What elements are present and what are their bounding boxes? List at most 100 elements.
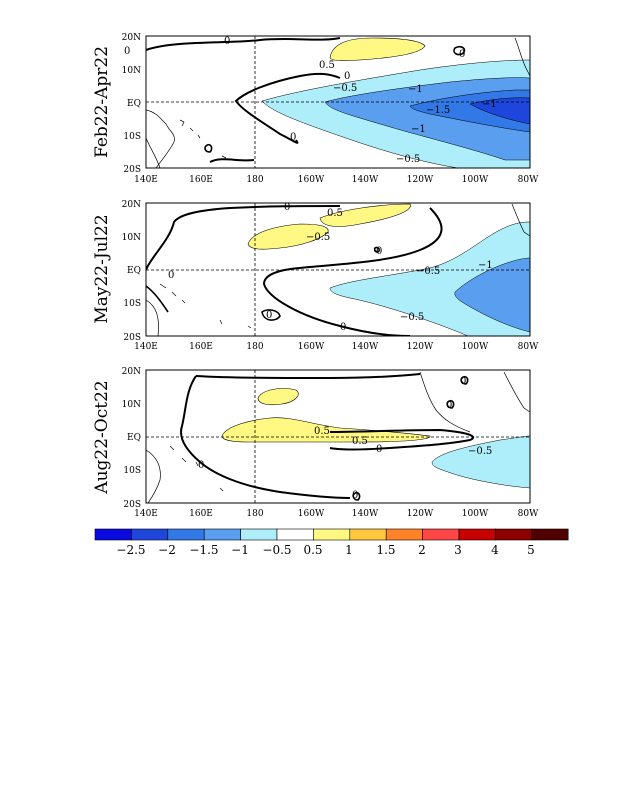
y-axis-ticks: 20N 10N EQ 10S 20S (122, 200, 141, 343)
colorbar-label: −2.5 (116, 543, 145, 557)
x-tick: 180 (246, 509, 263, 519)
x-tick: 160E (189, 509, 213, 519)
y-tick: EQ (127, 266, 141, 276)
negative-anomaly-area-1 (454, 257, 530, 333)
y-axis-ticks: 20N 10N EQ 10S 20S (122, 33, 141, 175)
x-tick: 140W (352, 342, 379, 352)
colorbar-label: 4 (491, 543, 499, 557)
contour-label: −1 (478, 260, 493, 271)
colorbar-swatch (495, 528, 533, 541)
x-tick: 120W (407, 175, 434, 185)
panel-2: May22-Jul22 0.5 −0.5 (92, 200, 539, 352)
panel-3: Aug22-Oct22 0.5 0.5 (92, 367, 539, 519)
contour-label: 0 (290, 132, 296, 143)
panel-map-area (146, 36, 530, 168)
colorbar-label: 0.5 (303, 543, 322, 557)
y-tick: 20S (123, 165, 141, 175)
colorbar-swatch (531, 528, 569, 541)
colorbar-labels: −2.5 −2 −1.5 −1 −0.5 0.5 1 1.5 2 3 4 5 (116, 543, 534, 557)
contour-label: −0.5 (396, 154, 420, 165)
contour-label: 0 (284, 202, 290, 213)
colorbar-label: 1.5 (376, 543, 395, 557)
colorbar-swatch (94, 528, 132, 541)
negative-anomaly-area-05 (431, 435, 530, 489)
contour-label: −0.5 (468, 446, 492, 457)
contour-label: 0 (376, 444, 382, 455)
contour-label: 0 (168, 270, 174, 281)
contour-label: 0.5 (314, 426, 330, 437)
contour-label: −1 (411, 124, 426, 135)
colorbar-label: 2 (418, 543, 426, 557)
x-tick: 80W (518, 342, 539, 352)
y-tick: 10S (123, 299, 141, 309)
x-axis-ticks: 140E 160E 180 160W 140W 120W 100W 80W (134, 175, 539, 185)
y-tick: 10S (123, 466, 141, 476)
panel-title: Feb22-Apr22 (92, 46, 112, 158)
x-tick: 180 (246, 342, 263, 352)
colorbar-label: 3 (454, 543, 462, 557)
x-axis-ticks: 140E 160E 180 160W 140W 120W 100W 80W (134, 509, 539, 519)
panel-map-area (146, 370, 530, 503)
colorbar-label: −1 (231, 543, 249, 557)
contour-label: 0 (266, 310, 272, 321)
y-tick: 20N (122, 367, 141, 377)
contour-label: −1.5 (426, 105, 450, 116)
colorbar-label: 5 (527, 543, 535, 557)
contour-label: −0.5 (400, 312, 424, 323)
contour-label: 0 (460, 376, 466, 387)
colorbar-swatch (422, 528, 460, 541)
x-axis-ticks: 140E 160E 180 160W 140W 120W 100W 80W (134, 342, 539, 352)
positive-anomaly-area (257, 388, 299, 406)
colorbar-swatch (203, 528, 241, 541)
colorbar-swatches (94, 528, 569, 541)
x-tick: 160W (298, 342, 325, 352)
contour-label: 0.5 (352, 436, 368, 447)
x-tick: 140W (352, 509, 379, 519)
x-tick: 80W (518, 509, 539, 519)
contour-label: −0.5 (306, 232, 330, 243)
y-axis-ticks: 20N 10N EQ 10S 20S (122, 367, 141, 510)
y-tick: 20S (123, 500, 141, 510)
contour-label: −1 (408, 84, 423, 95)
contour-label: −0.5 (333, 83, 357, 94)
y-tick: EQ (127, 99, 141, 109)
panel-title: May22-Jul22 (92, 214, 112, 323)
contour-label: 0 (224, 36, 230, 47)
contour-label: 0 (340, 322, 346, 333)
colorbar-swatch (167, 528, 205, 541)
y-tick: 20N (122, 200, 141, 210)
x-tick: 120W (407, 342, 434, 352)
positive-anomaly-area (329, 37, 426, 61)
colorbar-label: −0.5 (262, 543, 291, 557)
colorbar-label: 1 (345, 543, 353, 557)
x-tick: 140E (134, 175, 158, 185)
colorbar-swatch (458, 528, 496, 541)
colorbar-swatch (240, 528, 278, 541)
colorbar-swatch (385, 528, 423, 541)
colorbar-swatch (349, 528, 387, 541)
colorbar-label: −2 (158, 543, 176, 557)
x-tick: 140E (134, 509, 158, 519)
contour-label: 0 (446, 400, 452, 411)
contour-label: 0 (352, 490, 358, 501)
colorbar-label: −1.5 (189, 543, 218, 557)
y-tick: 10N (122, 233, 141, 243)
x-tick: 120W (407, 509, 434, 519)
contour-label: 0.5 (327, 208, 343, 219)
colorbar-swatch (313, 528, 351, 541)
y-tick: 20N (122, 33, 141, 43)
x-tick: 100W (462, 342, 489, 352)
contour-labels: 0.5 −0.5 −0.5 −1 −0.5 0 0 0 0 0 (168, 202, 493, 333)
panel-map-area (146, 203, 530, 336)
positive-anomaly-area (319, 203, 411, 227)
y-tick: EQ (127, 433, 141, 443)
contour-label: 0 (376, 246, 382, 257)
contour-label: 0 (344, 71, 350, 82)
y-tick: 10N (122, 400, 141, 410)
x-tick: 160W (298, 509, 325, 519)
contour-label: 0 (459, 49, 465, 60)
positive-anomaly-area (247, 223, 329, 250)
contour-labels: 0.5 0.5 −0.5 0 0 0 0 0 (198, 376, 492, 501)
x-tick: 160E (189, 342, 213, 352)
